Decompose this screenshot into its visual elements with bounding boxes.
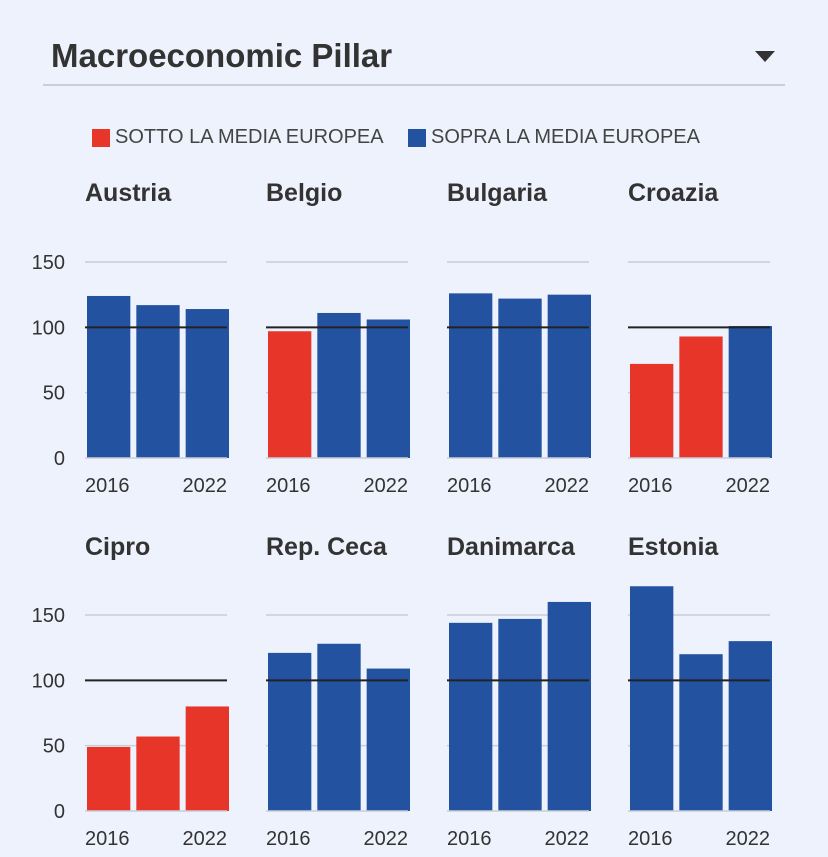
legend-swatch-below bbox=[92, 129, 110, 147]
y-tick-label: 100 bbox=[32, 317, 65, 339]
panel-title: Danimarca bbox=[447, 533, 576, 561]
bar bbox=[728, 326, 772, 458]
bar bbox=[679, 336, 723, 458]
bar bbox=[728, 641, 772, 811]
x-tick-label: 2022 bbox=[364, 475, 409, 497]
y-tick-label: 0 bbox=[54, 448, 65, 470]
legend-label-above: SOPRA LA MEDIA EUROPEA bbox=[431, 126, 700, 148]
legend-swatch-above bbox=[408, 129, 426, 147]
bar bbox=[498, 618, 542, 811]
panel-title: Belgio bbox=[266, 179, 342, 207]
x-tick-label: 2016 bbox=[628, 828, 673, 850]
x-tick-label: 2022 bbox=[183, 475, 228, 497]
y-tick-label: 100 bbox=[32, 670, 65, 692]
x-tick-label: 2016 bbox=[447, 475, 492, 497]
x-tick-label: 2022 bbox=[364, 828, 409, 850]
bar bbox=[449, 293, 493, 458]
x-tick-label: 2016 bbox=[266, 828, 311, 850]
panel-title: Bulgaria bbox=[447, 179, 548, 207]
x-tick-label: 2022 bbox=[545, 828, 590, 850]
x-tick-label: 2016 bbox=[85, 475, 130, 497]
bar bbox=[679, 654, 723, 811]
x-tick-label: 2022 bbox=[183, 828, 228, 850]
bar bbox=[87, 295, 131, 458]
bar bbox=[136, 736, 180, 811]
bar bbox=[547, 294, 591, 458]
bar bbox=[185, 706, 229, 811]
panel-title: Austria bbox=[85, 179, 172, 207]
panel-title: Cipro bbox=[85, 533, 150, 561]
y-tick-label: 150 bbox=[32, 605, 65, 627]
bar bbox=[136, 305, 180, 458]
panel-title: Rep. Ceca bbox=[266, 533, 388, 561]
legend-label-below: SOTTO LA MEDIA EUROPEA bbox=[115, 126, 384, 148]
x-tick-label: 2022 bbox=[726, 475, 771, 497]
panel-title: Croazia bbox=[628, 179, 719, 207]
x-tick-label: 2022 bbox=[545, 475, 590, 497]
x-tick-label: 2016 bbox=[628, 475, 673, 497]
bar bbox=[630, 363, 674, 458]
x-tick-label: 2016 bbox=[266, 475, 311, 497]
pillar-selector[interactable]: Macroeconomic Pillar bbox=[43, 30, 785, 86]
bar bbox=[185, 309, 229, 458]
bar bbox=[317, 643, 361, 811]
x-tick-label: 2016 bbox=[85, 828, 130, 850]
x-tick-label: 2016 bbox=[447, 828, 492, 850]
bar bbox=[498, 298, 542, 458]
bar bbox=[547, 601, 591, 811]
pillar-selector-label: Macroeconomic Pillar bbox=[51, 37, 393, 74]
bar bbox=[366, 319, 410, 458]
bar bbox=[268, 652, 312, 811]
y-tick-label: 0 bbox=[54, 801, 65, 823]
bar bbox=[366, 668, 410, 811]
y-tick-label: 50 bbox=[43, 383, 65, 405]
panel-title: Estonia bbox=[628, 533, 719, 561]
y-tick-label: 150 bbox=[32, 252, 65, 274]
bar bbox=[268, 331, 312, 458]
bar bbox=[630, 586, 674, 811]
bar bbox=[449, 622, 493, 811]
bar bbox=[87, 746, 131, 811]
y-tick-label: 50 bbox=[43, 736, 65, 758]
x-tick-label: 2022 bbox=[726, 828, 771, 850]
bar bbox=[317, 312, 361, 458]
